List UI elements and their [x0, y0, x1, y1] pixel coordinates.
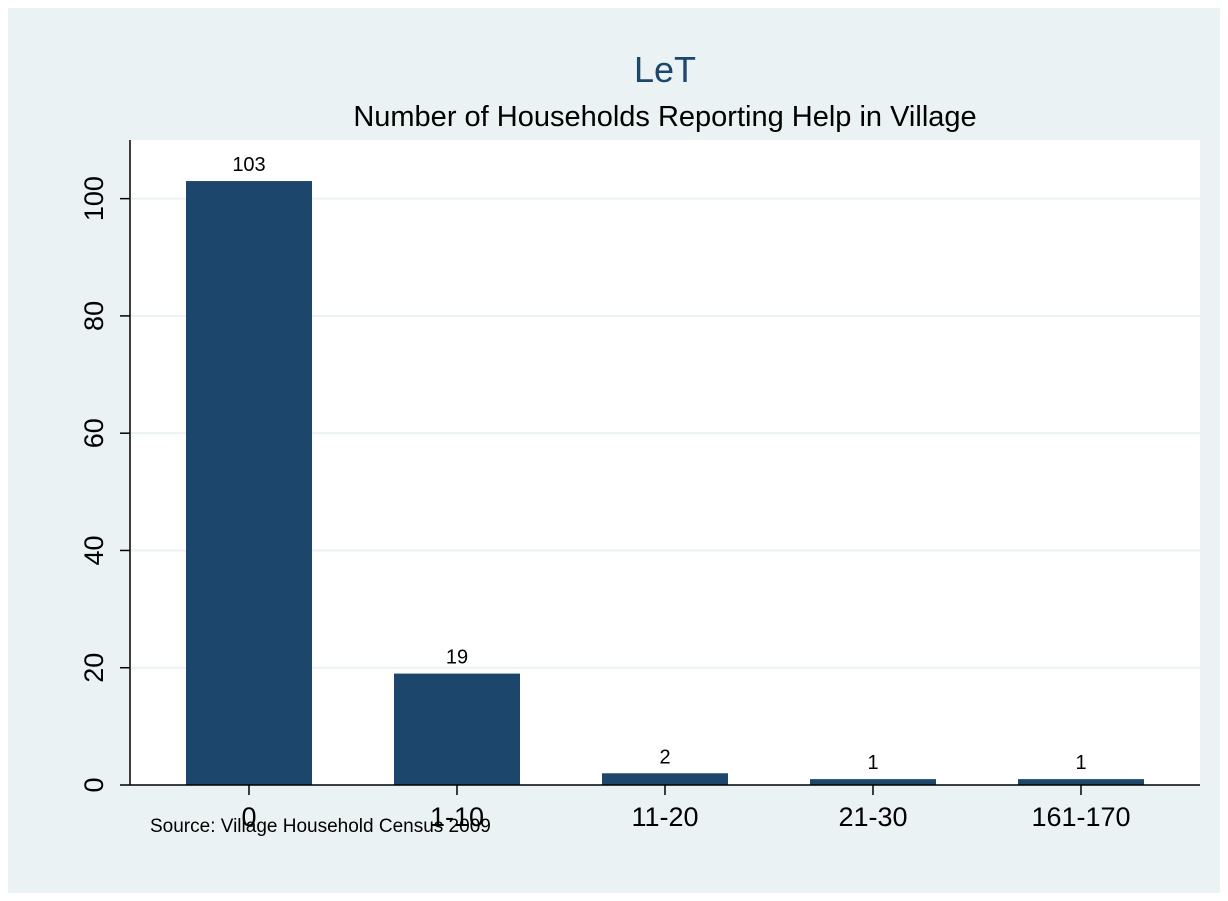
y-axis: 0 20 40 60 80 100: [79, 140, 131, 793]
x-tick-label: 1-10: [430, 802, 484, 832]
bar-value-label: 1: [867, 752, 878, 774]
x-tick-label: 161-170: [1031, 802, 1130, 832]
bar-value-label: 103: [232, 154, 265, 176]
source-note: Source: Village Household Census 2009: [150, 816, 491, 837]
y-tick-label: 40: [79, 535, 109, 565]
bar-value-label: 2: [659, 746, 670, 768]
y-tick-label: 60: [79, 418, 109, 448]
x-tick-label: 21-30: [838, 802, 907, 832]
bar: [1018, 779, 1144, 785]
y-tick-label: 80: [79, 301, 109, 331]
bar: [394, 673, 520, 785]
bar: [186, 181, 312, 785]
x-axis: 0 1-10 11-20 21-30 161-170: [130, 784, 1200, 832]
bar-value-label: 1: [1075, 752, 1086, 774]
x-tick-label: 0: [241, 802, 256, 832]
bar: [810, 779, 936, 785]
y-tick-label: 0: [79, 777, 109, 792]
bar-value-labels: 103 19 2 1 1: [232, 154, 1086, 774]
bar: [602, 773, 728, 785]
chart-subtitle: Number of Households Reporting Help in V…: [353, 101, 976, 133]
bar-value-label: 19: [446, 647, 468, 669]
bars: [186, 181, 1144, 785]
chart-title: LeT: [634, 49, 696, 90]
y-tick-label: 20: [79, 653, 109, 683]
y-tick-label: 100: [79, 176, 109, 221]
x-tick-label: 11-20: [631, 802, 698, 832]
